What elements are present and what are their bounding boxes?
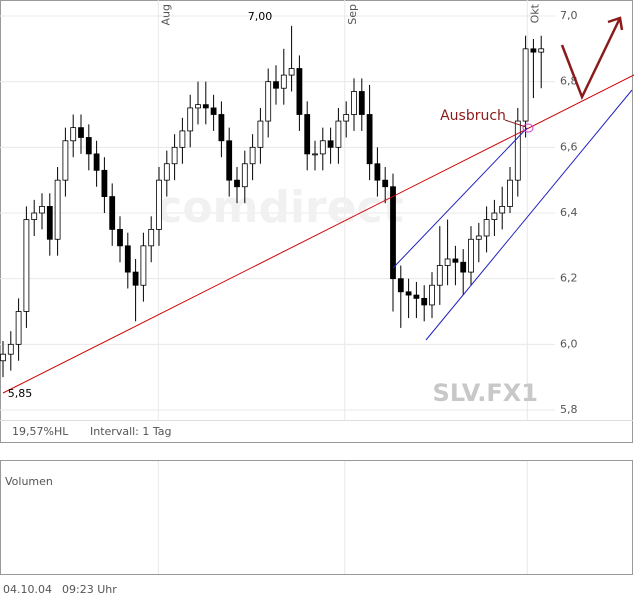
forecast-arrow xyxy=(560,17,622,101)
candle-body xyxy=(70,127,77,142)
candle-body xyxy=(312,153,318,156)
candle-body xyxy=(210,107,217,115)
interval: Intervall: 1 Tag xyxy=(90,425,172,438)
candle-body xyxy=(54,179,61,240)
y-tick-label: 6,6 xyxy=(560,140,578,153)
candle-body xyxy=(421,297,428,306)
month-label: Sep xyxy=(346,4,359,25)
candle-body xyxy=(436,265,443,286)
candle-body xyxy=(327,140,334,148)
candle-body xyxy=(335,120,342,148)
candle-body xyxy=(475,235,482,240)
candle-body xyxy=(288,68,295,76)
candle-body xyxy=(390,186,396,280)
volume-title: Volumen xyxy=(5,475,53,488)
candle-body xyxy=(397,278,404,293)
month-label: Okt xyxy=(528,3,541,23)
candle-body xyxy=(382,179,389,188)
candle-body xyxy=(109,196,116,230)
candle-body xyxy=(304,114,311,155)
candle-body xyxy=(156,179,162,230)
volume-panel xyxy=(0,460,633,575)
candle-body xyxy=(241,163,248,188)
candle-body xyxy=(522,48,529,122)
candle-body xyxy=(78,127,84,138)
candle-body xyxy=(343,114,350,122)
candle-body xyxy=(452,258,459,263)
candle-body xyxy=(140,245,147,286)
candle-body xyxy=(280,74,287,89)
symbol: SLV.FX1 xyxy=(433,379,538,407)
breakout-pointer xyxy=(504,119,527,128)
y-tick-label: 6,2 xyxy=(560,272,578,285)
date: 04.10.04 xyxy=(3,583,52,596)
candle-body xyxy=(491,212,498,220)
trend-line xyxy=(2,74,634,394)
candle-body xyxy=(234,179,240,188)
y-tick-label: 7,0 xyxy=(560,9,578,22)
arrow-head xyxy=(607,16,624,31)
candle-body xyxy=(265,81,272,122)
candle-body xyxy=(39,206,45,214)
breakout-marker xyxy=(522,123,534,133)
candle-body xyxy=(351,91,357,115)
candle-body xyxy=(15,311,22,345)
candle-body xyxy=(483,219,490,237)
candle-body xyxy=(530,48,537,53)
candle-body xyxy=(171,146,178,165)
candle-body xyxy=(202,104,209,109)
candle-body xyxy=(257,120,264,148)
candle-body xyxy=(358,91,365,115)
low-label: 5,85 xyxy=(8,387,33,400)
candle-body xyxy=(179,130,186,148)
candle-body xyxy=(187,107,194,132)
month-label: Aug xyxy=(159,4,172,25)
candle-body xyxy=(514,120,521,181)
y-tick-label: 6,8 xyxy=(560,75,578,88)
candle-body xyxy=(444,258,451,266)
candle-body xyxy=(195,104,201,109)
candle-body xyxy=(132,271,139,286)
candle-body xyxy=(319,140,326,155)
breakout-label: Ausbruch xyxy=(440,108,506,124)
candle-body xyxy=(85,137,92,155)
candle-body xyxy=(405,291,412,296)
candle-body xyxy=(249,146,256,165)
candle-body xyxy=(413,294,420,299)
candle-body xyxy=(101,169,108,197)
high-label: 7,00 xyxy=(248,10,273,23)
candle-body xyxy=(429,284,435,306)
range-info: 19,57%HL xyxy=(12,425,69,438)
candle-body xyxy=(0,353,6,362)
candle-body xyxy=(31,212,38,220)
candle-body xyxy=(7,343,14,355)
candle-body xyxy=(148,229,155,247)
candle-body xyxy=(62,140,69,181)
channel-upper xyxy=(392,127,528,269)
candle-body xyxy=(374,163,381,181)
candle-body xyxy=(468,238,474,273)
y-tick-label: 5,8 xyxy=(560,403,578,416)
y-tick-label: 6,0 xyxy=(560,337,578,350)
candle-body xyxy=(226,140,233,181)
candle-body xyxy=(538,48,545,53)
candle-body xyxy=(499,206,506,214)
candle-body xyxy=(296,68,303,115)
y-tick-label: 6,4 xyxy=(560,206,578,219)
time: 09:23 Uhr xyxy=(62,583,117,596)
candle-body xyxy=(507,179,513,207)
candle-body xyxy=(366,114,373,165)
candle-body xyxy=(46,206,53,240)
candle-body xyxy=(163,163,170,181)
candle-body xyxy=(273,81,279,89)
channel-lower xyxy=(425,89,633,341)
candle-body xyxy=(218,114,225,142)
candle-body xyxy=(23,219,30,312)
candle-body xyxy=(117,229,123,247)
watermark: comdirect xyxy=(156,182,403,233)
candle-body xyxy=(460,261,467,273)
candle-body xyxy=(124,245,131,273)
candle-body xyxy=(93,153,100,171)
